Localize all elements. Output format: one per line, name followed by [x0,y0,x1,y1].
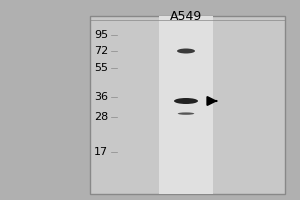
Text: A549: A549 [170,10,202,23]
Ellipse shape [178,112,194,115]
FancyBboxPatch shape [159,16,213,194]
Text: 17: 17 [94,147,108,157]
Ellipse shape [177,48,195,53]
Ellipse shape [174,98,198,104]
Text: 95: 95 [94,30,108,40]
Text: 28: 28 [94,112,108,122]
Text: 55: 55 [94,63,108,73]
FancyBboxPatch shape [90,16,285,194]
Text: 72: 72 [94,46,108,56]
Text: 36: 36 [94,92,108,102]
